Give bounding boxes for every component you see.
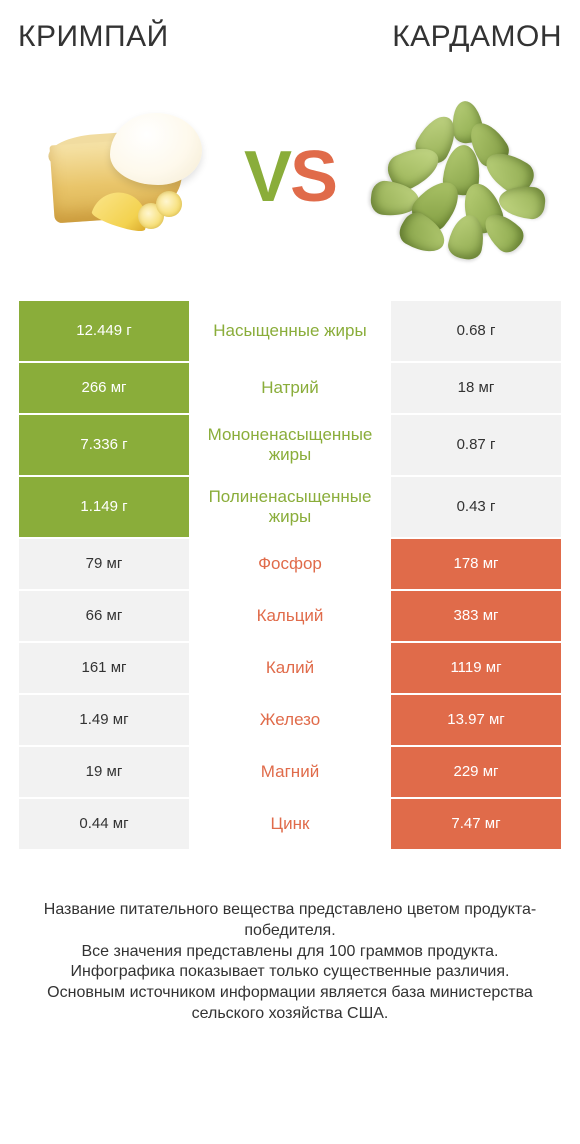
vs-v: V [244, 137, 290, 217]
footer-line-4: Основным источником информации является … [28, 983, 552, 1025]
value-left: 266 мг [19, 363, 189, 413]
value-right: 0.68 г [391, 301, 561, 361]
table-row: 12.449 гНасыщенные жиры0.68 г [18, 300, 562, 362]
nutrient-label: Мононенасыщенные жиры [189, 415, 391, 475]
product-left-image [18, 107, 232, 247]
vs-s: S [290, 137, 336, 217]
value-left: 12.449 г [19, 301, 189, 361]
footer-notes: Название питательного вещества представл… [18, 900, 562, 1045]
table-row: 0.44 мгЦинк7.47 мг [18, 798, 562, 850]
table-row: 19 мгМагний229 мг [18, 746, 562, 798]
table-row: 161 мгКалий1119 мг [18, 642, 562, 694]
hero-row: VS [18, 82, 562, 272]
value-left: 1.49 мг [19, 695, 189, 745]
table-row: 1.149 гПолиненасыщенные жиры0.43 г [18, 476, 562, 538]
value-left: 161 мг [19, 643, 189, 693]
cardamom-illustration [360, 97, 550, 257]
value-left: 19 мг [19, 747, 189, 797]
footer-line-2: Все значения представлены для 100 граммо… [28, 942, 552, 963]
product-left-title: КРИМПАЙ [18, 20, 169, 54]
nutrient-label: Магний [189, 747, 391, 797]
value-right: 13.97 мг [391, 695, 561, 745]
value-left: 66 мг [19, 591, 189, 641]
value-right: 178 мг [391, 539, 561, 589]
nutrient-label: Калий [189, 643, 391, 693]
nutrient-label: Кальций [189, 591, 391, 641]
nutrient-label: Полиненасыщенные жиры [189, 477, 391, 537]
titles-row: КРИМПАЙ КАРДАМОН [18, 20, 562, 54]
footer-line-3: Инфографика показывает только существенн… [28, 962, 552, 983]
table-row: 66 мгКальций383 мг [18, 590, 562, 642]
nutrient-label: Насыщенные жиры [189, 301, 391, 361]
value-right: 0.87 г [391, 415, 561, 475]
value-left: 79 мг [19, 539, 189, 589]
value-left: 0.44 мг [19, 799, 189, 849]
value-left: 7.336 г [19, 415, 189, 475]
value-right: 383 мг [391, 591, 561, 641]
product-right-title: КАРДАМОН [392, 20, 562, 54]
table-row: 1.49 мгЖелезо13.97 мг [18, 694, 562, 746]
value-right: 229 мг [391, 747, 561, 797]
value-right: 7.47 мг [391, 799, 561, 849]
table-row: 266 мгНатрий18 мг [18, 362, 562, 414]
value-right: 1119 мг [391, 643, 561, 693]
nutrient-label: Цинк [189, 799, 391, 849]
nutrient-label: Железо [189, 695, 391, 745]
value-right: 18 мг [391, 363, 561, 413]
product-right-image [348, 97, 562, 257]
nutrient-label: Фосфор [189, 539, 391, 589]
value-left: 1.149 г [19, 477, 189, 537]
table-row: 79 мгФосфор178 мг [18, 538, 562, 590]
cream-pie-illustration [40, 107, 210, 247]
comparison-table: 12.449 гНасыщенные жиры0.68 г266 мгНатри… [18, 300, 562, 850]
table-row: 7.336 гМононенасыщенные жиры0.87 г [18, 414, 562, 476]
nutrient-label: Натрий [189, 363, 391, 413]
value-right: 0.43 г [391, 477, 561, 537]
footer-line-1: Название питательного вещества представл… [28, 900, 552, 942]
vs-label: VS [244, 141, 336, 213]
